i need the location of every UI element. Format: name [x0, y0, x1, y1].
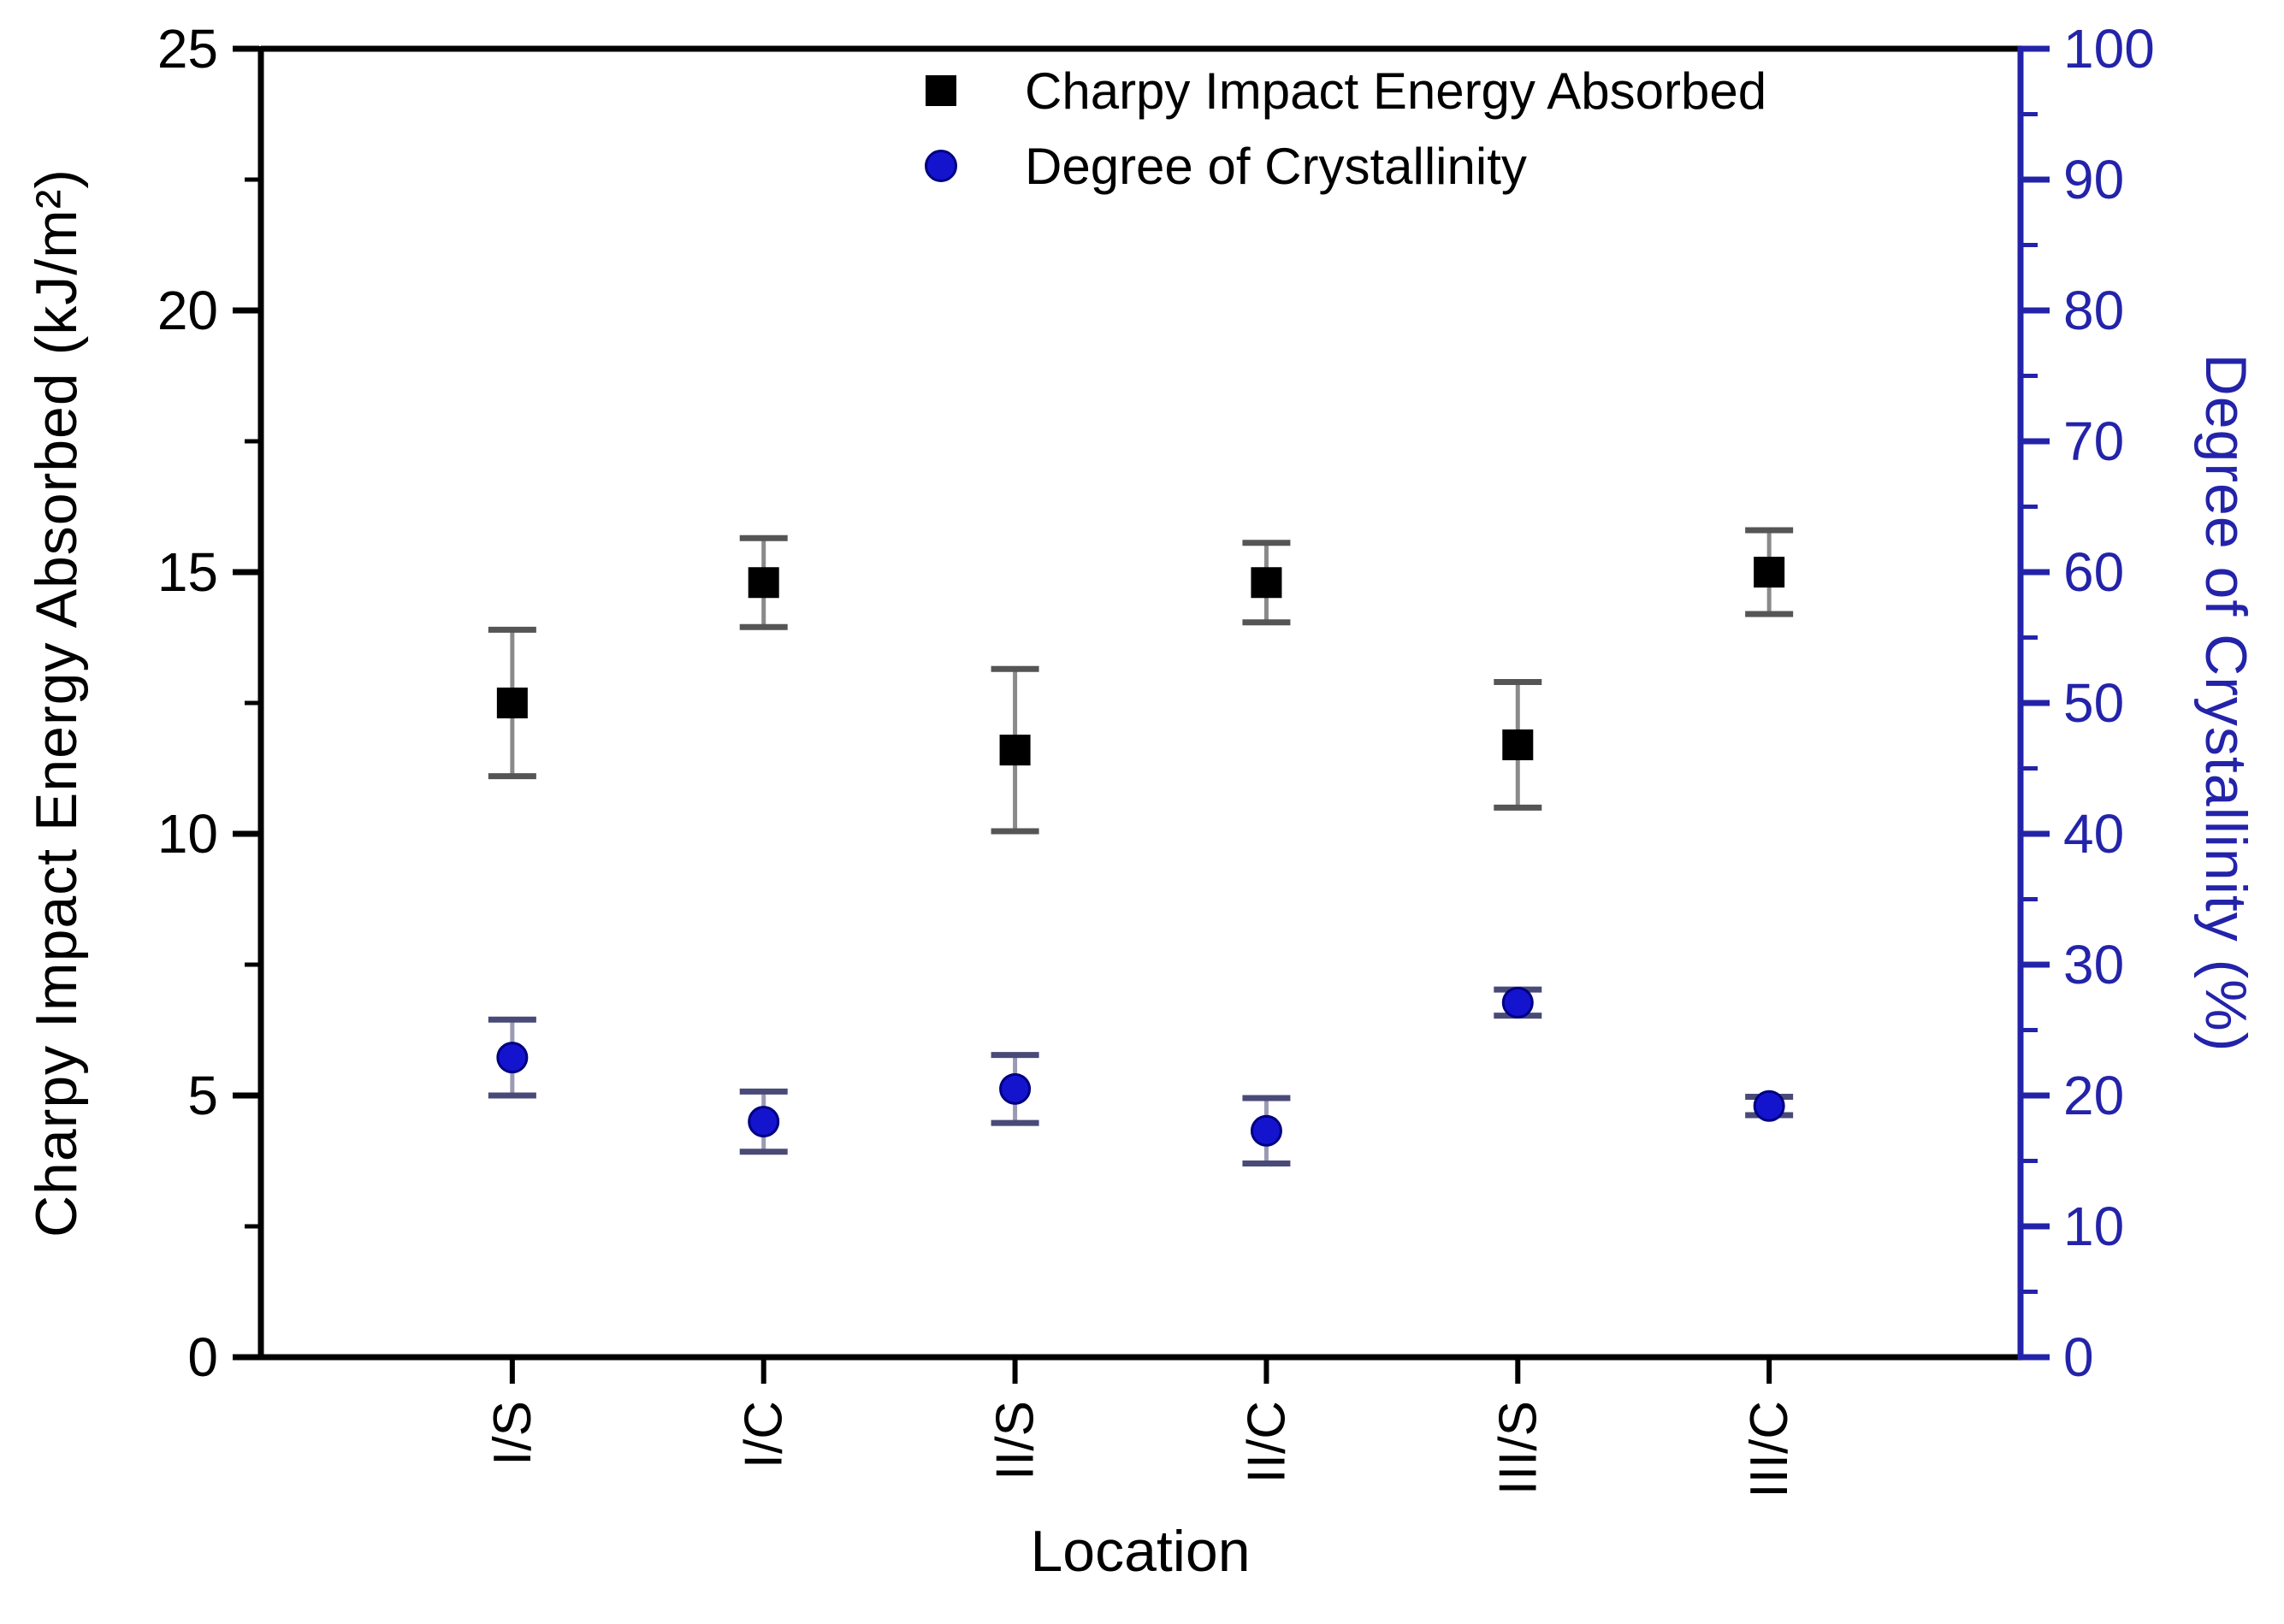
data-point-charpy — [1502, 729, 1534, 760]
x-category-label: I/S — [483, 1401, 542, 1466]
y-right-tick-label: 90 — [2063, 149, 2124, 210]
x-category-label: III/S — [1488, 1401, 1547, 1495]
x-category-label: III/C — [1740, 1401, 1799, 1498]
y-left-tick-label: 0 — [187, 1326, 218, 1388]
legend-marker-cell — [881, 75, 1001, 106]
data-point-charpy — [748, 567, 779, 599]
legend-item-crystallinity: Degree of Crystallinity — [881, 128, 1766, 204]
data-point-crystallinity — [1753, 1090, 1785, 1122]
data-point-charpy — [1251, 567, 1282, 599]
y-right-tick-label: 80 — [2063, 280, 2124, 341]
data-point-crystallinity — [496, 1042, 529, 1074]
y-right-tick-label: 60 — [2063, 541, 2124, 603]
y-right-tick-label: 50 — [2063, 672, 2124, 734]
y-left-tick-label: 20 — [157, 280, 218, 341]
y-right-tick-label: 70 — [2063, 410, 2124, 472]
y-right-tick-label: 0 — [2063, 1326, 2094, 1388]
data-point-charpy — [999, 735, 1031, 766]
y-left-tick-label: 15 — [157, 541, 218, 603]
y-right-tick-label: 20 — [2063, 1065, 2124, 1126]
data-point-crystallinity — [748, 1106, 780, 1138]
y-right-tick-label: 100 — [2063, 18, 2155, 80]
y-left-tick-label: 5 — [187, 1065, 218, 1126]
data-point-charpy — [1754, 557, 1785, 588]
data-point-crystallinity — [1501, 986, 1534, 1019]
y-right-tick-label: 40 — [2063, 803, 2124, 865]
legend-label-charpy: Charpy Impact Energy Absorbed — [1025, 62, 1767, 120]
y-right-tick-label: 30 — [2063, 934, 2124, 995]
y-right-tick-label: 10 — [2063, 1196, 2124, 1257]
legend-item-charpy: Charpy Impact Energy Absorbed — [881, 53, 1766, 128]
data-point-charpy — [496, 688, 528, 718]
y-left-tick-label: 25 — [157, 18, 218, 80]
data-point-crystallinity — [999, 1072, 1032, 1105]
legend-marker-cell — [881, 150, 1001, 182]
y-axis-label-left: Charpy Impact Energy Absorbed (kJ/m²) — [24, 168, 89, 1238]
x-category-label: II/C — [1237, 1401, 1296, 1483]
crystallinity-circle-marker-icon — [925, 150, 957, 182]
data-point-crystallinity — [1250, 1114, 1282, 1147]
y-left-tick-label: 10 — [157, 803, 218, 865]
y-axis-label-right: Degree of Crystallinity (%) — [2193, 353, 2258, 1053]
legend-label-crystallinity: Degree of Crystallinity — [1025, 137, 1527, 195]
x-category-label: II/S — [986, 1401, 1045, 1480]
legend: Charpy Impact Energy Absorbed Degree of … — [881, 53, 1766, 204]
x-axis-label: Location — [1030, 1519, 1251, 1584]
charpy-square-marker-icon — [926, 75, 956, 106]
x-category-label: I/C — [735, 1401, 794, 1468]
